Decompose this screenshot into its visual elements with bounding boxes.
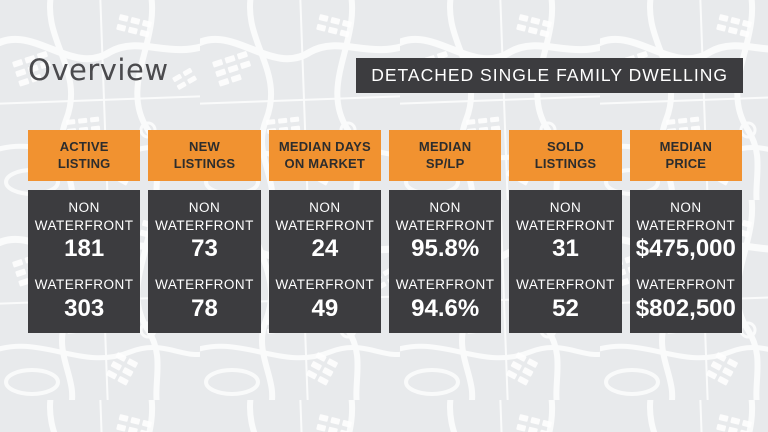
stat-label-non-waterfront: NON WATERFRONT bbox=[395, 200, 495, 233]
stat-label-waterfront: WATERFRONT bbox=[275, 277, 375, 293]
stat-label-waterfront: WATERFRONT bbox=[34, 277, 134, 293]
stat-label-non-waterfront: NON WATERFRONT bbox=[275, 200, 375, 233]
page-title: Overview bbox=[28, 53, 169, 87]
stat-label-non-waterfront: NON WATERFRONT bbox=[636, 200, 736, 233]
stat-column-body: NON WATERFRONT 31 WATERFRONT 52 bbox=[509, 190, 622, 333]
stat-value-waterfront: 52 bbox=[552, 294, 579, 322]
stat-column-header: MEDIAN SP/LP bbox=[389, 130, 502, 181]
stat-label-non-waterfront: NON WATERFRONT bbox=[34, 200, 134, 233]
stat-label-non-waterfront: NON WATERFRONT bbox=[516, 200, 615, 233]
stat-column-body: NON WATERFRONT 24 WATERFRONT 49 bbox=[268, 190, 381, 333]
stat-column-header: MEDIAN DAYS ON MARKET bbox=[268, 130, 381, 181]
stat-column-active-listing: ACTIVE LISTING NON WATERFRONT 181 WATERF… bbox=[28, 130, 141, 333]
stat-label-waterfront: WATERFRONT bbox=[155, 277, 254, 293]
stat-value-non-waterfront: $475,000 bbox=[635, 235, 736, 263]
stat-column-header: NEW LISTINGS bbox=[148, 130, 261, 181]
stat-column-header: MEDIAN PRICE bbox=[629, 130, 742, 181]
property-type-badge: DETACHED SINGLE FAMILY DWELLING bbox=[356, 58, 743, 93]
stat-column-body: NON WATERFRONT 95.8% WATERFRONT 94.6% bbox=[389, 190, 502, 333]
stat-column-median-days-on-market: MEDIAN DAYS ON MARKET NON WATERFRONT 24 … bbox=[268, 130, 381, 333]
stat-value-non-waterfront: 24 bbox=[311, 235, 339, 263]
stat-column-body: NON WATERFRONT 181 WATERFRONT 303 bbox=[28, 190, 141, 333]
stat-column-header: SOLD LISTINGS bbox=[509, 130, 622, 181]
stat-column-sold-listings: SOLD LISTINGS NON WATERFRONT 31 WATERFRO… bbox=[509, 130, 622, 333]
stat-value-waterfront: 94.6% bbox=[411, 294, 480, 322]
stat-label-waterfront: WATERFRONT bbox=[516, 277, 615, 293]
stat-column-new-listings: NEW LISTINGS NON WATERFRONT 73 WATERFRON… bbox=[148, 130, 261, 333]
stat-column-median-price: MEDIAN PRICE NON WATERFRONT $475,000 WAT… bbox=[629, 130, 742, 333]
stat-value-waterfront: $802,500 bbox=[635, 294, 736, 322]
stat-value-non-waterfront: 73 bbox=[191, 235, 218, 263]
stats-grid: ACTIVE LISTING NON WATERFRONT 181 WATERF… bbox=[28, 130, 742, 333]
stat-label-waterfront: WATERFRONT bbox=[636, 277, 736, 293]
stat-label-non-waterfront: NON WATERFRONT bbox=[155, 200, 254, 233]
stat-column-body: NON WATERFRONT $475,000 WATERFRONT $802,… bbox=[629, 190, 742, 333]
stat-column-median-sp-lp: MEDIAN SP/LP NON WATERFRONT 95.8% WATERF… bbox=[389, 130, 502, 333]
stat-value-non-waterfront: 181 bbox=[64, 235, 105, 263]
stat-column-body: NON WATERFRONT 73 WATERFRONT 78 bbox=[148, 190, 261, 333]
stat-label-waterfront: WATERFRONT bbox=[395, 277, 495, 293]
stat-value-waterfront: 303 bbox=[64, 294, 105, 322]
stat-column-header: ACTIVE LISTING bbox=[28, 130, 141, 181]
stat-value-waterfront: 49 bbox=[311, 294, 339, 322]
stat-value-non-waterfront: 95.8% bbox=[411, 235, 480, 263]
stat-value-non-waterfront: 31 bbox=[552, 235, 579, 263]
stat-value-waterfront: 78 bbox=[191, 294, 218, 322]
